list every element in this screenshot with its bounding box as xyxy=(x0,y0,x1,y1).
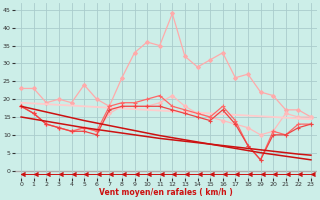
X-axis label: Vent moyen/en rafales ( km/h ): Vent moyen/en rafales ( km/h ) xyxy=(99,188,233,197)
